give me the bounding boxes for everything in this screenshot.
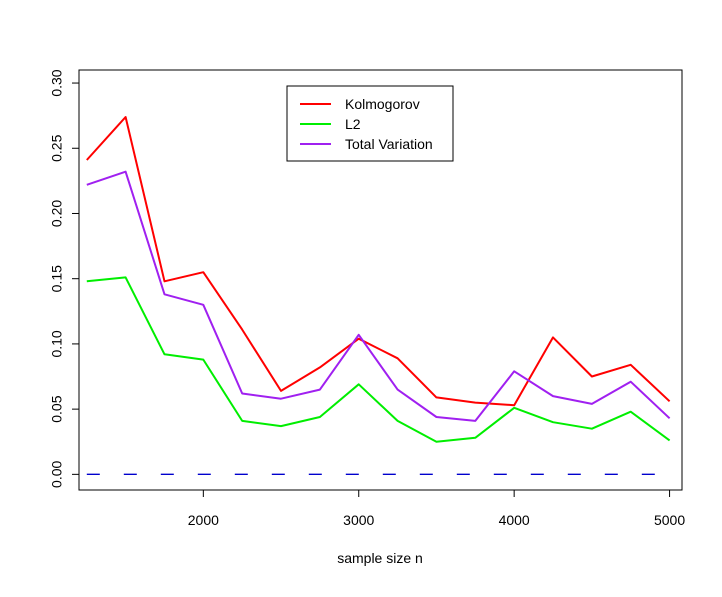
y-tick-label: 0.00 (49, 461, 65, 488)
legend-label: Kolmogorov (345, 96, 420, 112)
series-line-l2 (86, 276, 671, 443)
y-tick-label: 0.20 (49, 200, 65, 227)
y-tick-label: 0.30 (49, 69, 65, 96)
x-axis-title: sample size n (337, 550, 423, 566)
y-tick-label: 0.25 (49, 134, 65, 161)
series-layer (86, 116, 671, 475)
y-axis: 0.00 0.05 0.10 0.15 0.20 0.25 0.30 (49, 69, 80, 488)
series-line-total-variation (86, 170, 671, 422)
legend-label: Total Variation (345, 136, 433, 152)
x-tick-label: 2000 (188, 512, 219, 528)
x-tick-label: 5000 (654, 512, 685, 528)
y-tick-label: 0.05 (49, 395, 65, 422)
legend-label: L2 (345, 116, 361, 132)
legend: Kolmogorov L2 Total Variation (286, 85, 454, 162)
y-tick-label: 0.10 (49, 330, 65, 357)
x-tick-label: 3000 (343, 512, 374, 528)
x-axis: 2000 3000 4000 5000 (188, 489, 685, 528)
series-line-kolmogorov (86, 116, 671, 407)
x-tick-label: 4000 (499, 512, 530, 528)
y-tick-label: 0.15 (49, 265, 65, 292)
